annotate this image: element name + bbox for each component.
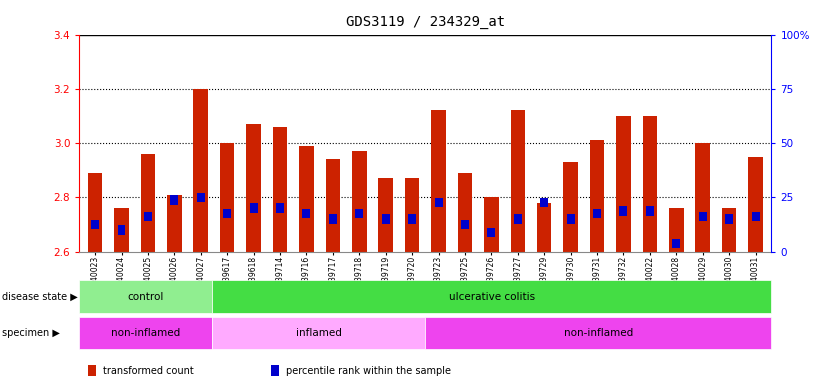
Bar — [669, 208, 684, 252]
Bar — [355, 209, 364, 218]
Text: non-inflamed: non-inflamed — [564, 328, 633, 338]
Bar — [461, 220, 469, 229]
Bar — [726, 214, 733, 224]
Text: percentile rank within the sample: percentile rank within the sample — [286, 366, 451, 376]
Text: specimen ▶: specimen ▶ — [2, 328, 59, 338]
Bar — [91, 220, 99, 229]
Bar — [590, 140, 605, 252]
Bar — [672, 238, 681, 248]
Bar — [88, 173, 103, 252]
Text: transformed count: transformed count — [103, 366, 193, 376]
Bar — [510, 111, 525, 252]
Bar — [748, 157, 763, 252]
Bar — [431, 111, 446, 252]
Bar — [197, 192, 205, 202]
Bar — [484, 197, 499, 252]
Bar — [167, 195, 182, 252]
Bar — [276, 204, 284, 213]
Bar — [616, 116, 631, 252]
Bar — [699, 212, 706, 221]
Text: control: control — [128, 291, 164, 302]
Bar — [537, 203, 551, 252]
Bar — [379, 178, 393, 252]
Bar — [118, 225, 125, 235]
Text: GDS3119 / 234329_at: GDS3119 / 234329_at — [346, 15, 505, 29]
Bar — [751, 212, 760, 221]
Bar — [141, 154, 155, 252]
Bar — [114, 208, 128, 252]
Bar — [566, 214, 575, 224]
Text: disease state ▶: disease state ▶ — [2, 291, 78, 302]
Bar — [193, 89, 208, 252]
Text: ulcerative colitis: ulcerative colitis — [449, 291, 535, 302]
Bar — [144, 212, 152, 221]
Bar — [696, 143, 710, 252]
Bar — [246, 124, 261, 252]
Bar — [458, 173, 472, 252]
Bar — [325, 159, 340, 252]
Bar — [249, 204, 258, 213]
Bar — [170, 195, 178, 205]
Bar — [646, 206, 654, 215]
Bar — [487, 228, 495, 237]
Bar — [722, 208, 736, 252]
Bar — [224, 209, 231, 218]
Bar — [435, 198, 443, 207]
Bar — [593, 209, 601, 218]
Bar — [273, 127, 287, 252]
Bar — [620, 206, 627, 215]
Text: non-inflamed: non-inflamed — [111, 328, 180, 338]
Bar — [352, 151, 367, 252]
Bar — [540, 198, 548, 207]
Bar — [643, 116, 657, 252]
Bar — [299, 146, 314, 252]
Bar — [404, 178, 420, 252]
Bar — [564, 162, 578, 252]
Bar — [514, 214, 522, 224]
Text: inflamed: inflamed — [296, 328, 342, 338]
Bar — [220, 143, 234, 252]
Bar — [329, 214, 337, 224]
Bar — [382, 214, 389, 224]
Bar — [408, 214, 416, 224]
Bar — [303, 209, 310, 218]
